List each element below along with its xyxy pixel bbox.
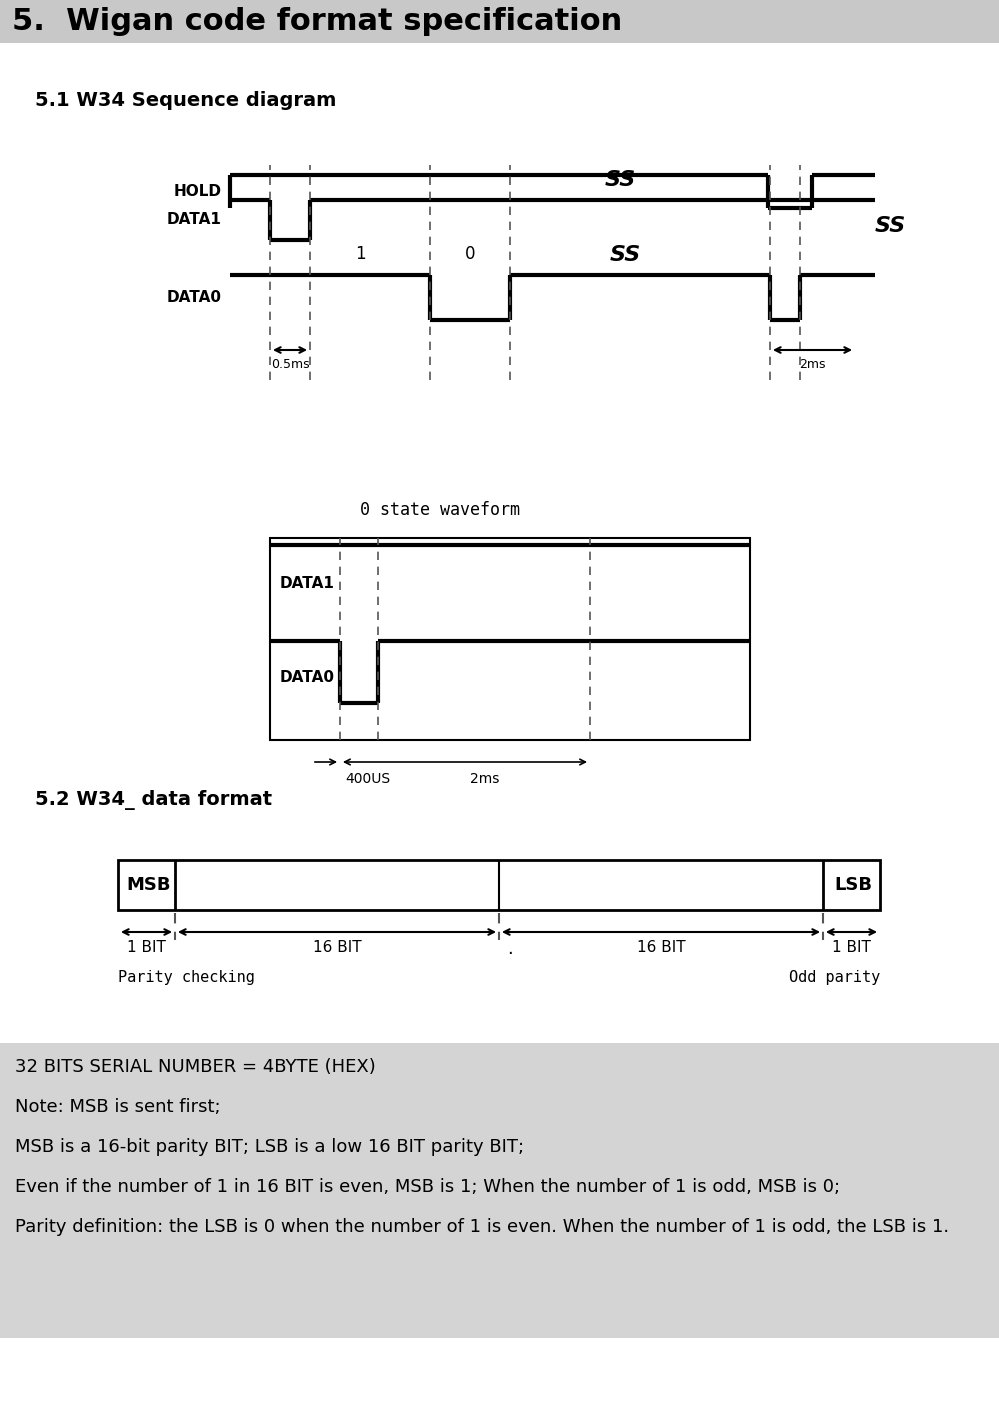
Text: HOLD: HOLD bbox=[174, 184, 222, 199]
Text: 32 BITS SERIAL NUMBER = 4BYTE (HEX): 32 BITS SERIAL NUMBER = 4BYTE (HEX) bbox=[15, 1058, 376, 1076]
Text: DATA1: DATA1 bbox=[167, 212, 222, 227]
Bar bbox=[270, 537, 750, 739]
Text: 5.2 W34_ data format: 5.2 W34_ data format bbox=[35, 790, 272, 810]
Text: 2ms: 2ms bbox=[799, 358, 826, 370]
Text: 0 state waveform: 0 state waveform bbox=[360, 501, 520, 519]
Text: Even if the number of 1 in 16 BIT is even, MSB is 1; When the number of 1 is odd: Even if the number of 1 in 16 BIT is eve… bbox=[15, 1179, 840, 1195]
Text: DATA0: DATA0 bbox=[280, 669, 335, 685]
Text: 2ms: 2ms bbox=[471, 772, 500, 786]
Text: 0: 0 bbox=[465, 246, 476, 262]
Text: 5.1 W34 Sequence diagram: 5.1 W34 Sequence diagram bbox=[35, 91, 337, 109]
Text: MSB is a 16-bit parity BIT; LSB is a low 16 BIT parity BIT;: MSB is a 16-bit parity BIT; LSB is a low… bbox=[15, 1138, 524, 1156]
Text: Parity checking: Parity checking bbox=[118, 969, 255, 985]
Text: 1: 1 bbox=[355, 246, 366, 262]
Text: Parity definition: the LSB is 0 when the number of 1 is even. When the number of: Parity definition: the LSB is 0 when the… bbox=[15, 1218, 949, 1236]
Text: DATA0: DATA0 bbox=[167, 290, 222, 304]
Text: 5.  Wigan code format specification: 5. Wigan code format specification bbox=[12, 7, 622, 36]
Text: SS: SS bbox=[604, 170, 635, 189]
Text: 0.5ms: 0.5ms bbox=[271, 358, 310, 370]
Text: 400US: 400US bbox=[345, 772, 391, 786]
Text: Note: MSB is sent first;: Note: MSB is sent first; bbox=[15, 1099, 221, 1115]
Text: LSB: LSB bbox=[834, 875, 872, 894]
Text: Odd parity: Odd parity bbox=[789, 969, 880, 985]
Text: 16 BIT: 16 BIT bbox=[313, 940, 362, 955]
Bar bbox=[0, 1042, 999, 1338]
Bar bbox=[0, 0, 999, 43]
Text: 16 BIT: 16 BIT bbox=[636, 940, 685, 955]
Text: SS: SS bbox=[874, 216, 906, 236]
Text: SS: SS bbox=[609, 246, 640, 265]
Text: MSB: MSB bbox=[126, 875, 171, 894]
Text: DATA1: DATA1 bbox=[280, 575, 335, 591]
Text: 1 BIT: 1 BIT bbox=[832, 940, 871, 955]
Text: .: . bbox=[507, 940, 512, 958]
Text: 1 BIT: 1 BIT bbox=[127, 940, 166, 955]
Bar bbox=[118, 860, 880, 911]
